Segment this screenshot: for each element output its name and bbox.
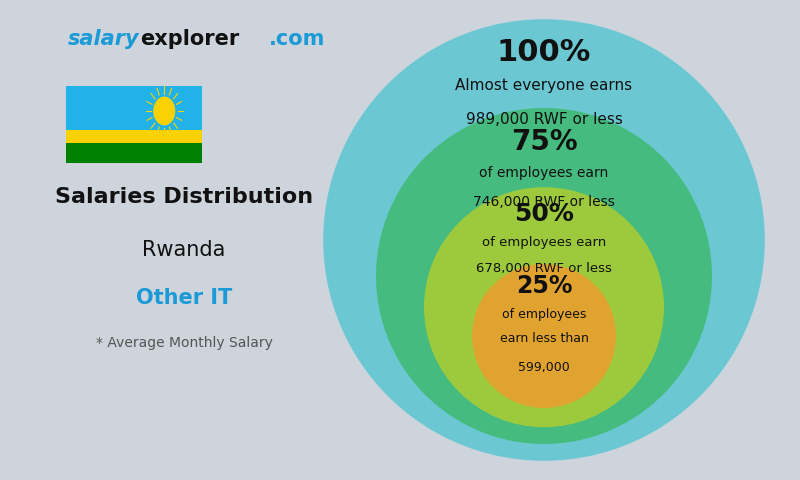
Text: 746,000 RWF or less: 746,000 RWF or less	[473, 194, 615, 209]
Bar	[66, 130, 202, 145]
Text: of employees earn: of employees earn	[479, 166, 609, 180]
Text: 989,000 RWF or less: 989,000 RWF or less	[466, 112, 622, 127]
Bar	[66, 143, 202, 163]
Text: 75%: 75%	[510, 128, 578, 156]
Text: 678,000 RWF or less: 678,000 RWF or less	[476, 262, 612, 276]
Text: Other IT: Other IT	[136, 288, 232, 308]
Circle shape	[424, 187, 664, 427]
Bar	[66, 86, 202, 131]
Text: of employees: of employees	[502, 308, 586, 321]
Text: explorer: explorer	[140, 29, 239, 49]
Text: of employees earn: of employees earn	[482, 236, 606, 249]
Circle shape	[154, 96, 175, 125]
Text: earn less than: earn less than	[499, 332, 589, 345]
Text: salary: salary	[68, 29, 140, 49]
Text: Almost everyone earns: Almost everyone earns	[455, 78, 633, 94]
Text: 100%: 100%	[497, 38, 591, 67]
Text: 50%: 50%	[514, 202, 574, 226]
Text: 25%: 25%	[516, 274, 572, 298]
Circle shape	[376, 108, 712, 444]
Text: 599,000: 599,000	[518, 360, 570, 374]
Circle shape	[472, 264, 616, 408]
Text: .com: .com	[269, 29, 325, 49]
Circle shape	[323, 19, 765, 461]
Text: Rwanda: Rwanda	[142, 240, 226, 260]
Text: * Average Monthly Salary: * Average Monthly Salary	[95, 336, 273, 350]
Text: Salaries Distribution: Salaries Distribution	[55, 187, 313, 207]
